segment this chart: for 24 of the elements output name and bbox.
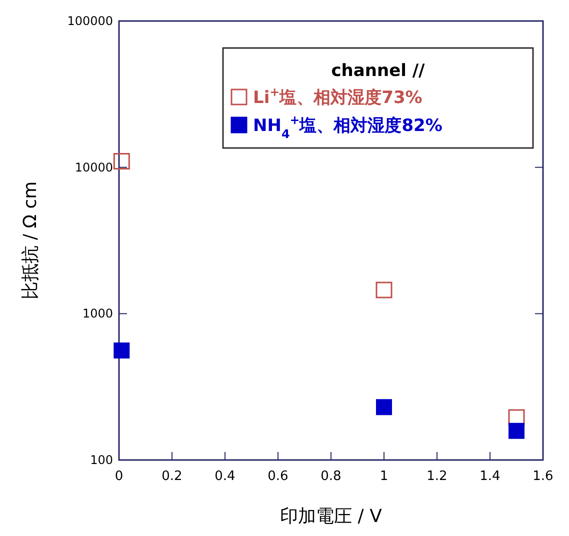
x-axis-title: 印加電圧 / V (280, 506, 383, 527)
legend-label: NH$_{4}$$^{+}$塩、相対湿度82% (253, 113, 442, 141)
point (508, 409, 525, 426)
y-tick-label: 100000 (67, 14, 113, 28)
y-tick-label: 100 (90, 453, 113, 467)
x-tick-label: 1.2 (426, 469, 448, 484)
x-tick-label: 1.6 (532, 469, 554, 484)
y-tick-label: 10000 (74, 160, 113, 174)
legend-label: Li$^{+}$塩、相対湿度73% (253, 85, 422, 108)
x-tick-label: 0.6 (268, 469, 288, 484)
point (508, 422, 524, 439)
point (376, 282, 392, 298)
point (113, 153, 130, 170)
point (376, 399, 392, 416)
x-tick-label: 0.4 (214, 469, 236, 484)
x-tick-label: 0.2 (162, 469, 182, 484)
x-tick-label: 1.4 (480, 469, 500, 484)
y-axis-title: 比抵抗 / Ω cm (20, 181, 41, 300)
x-tick-label: 0.8 (320, 469, 342, 484)
x-tick-label: 0 (114, 469, 124, 484)
legend-title: channel // (331, 61, 426, 81)
x-tick-label: 1 (380, 469, 388, 484)
y-tick-label: 1000 (82, 306, 113, 321)
point (114, 342, 130, 359)
